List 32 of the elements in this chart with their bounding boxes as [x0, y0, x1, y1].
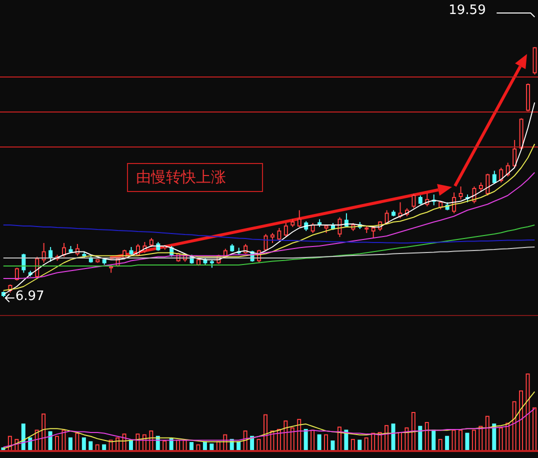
bar [310, 430, 315, 452]
bar [68, 437, 72, 452]
bar [364, 437, 368, 452]
bar [526, 374, 530, 452]
annotation: 6.97 [15, 289, 44, 304]
bar [290, 427, 294, 452]
annotation: 由慢转快上涨 [127, 163, 263, 192]
bar [358, 440, 362, 452]
text: 19.59 [448, 3, 486, 18]
bar [304, 428, 308, 452]
bar [472, 430, 476, 452]
bar [432, 430, 436, 452]
bar [324, 434, 328, 452]
bar [498, 427, 503, 452]
bar [424, 422, 429, 452]
bar [465, 432, 470, 452]
bar [411, 412, 416, 452]
bar [485, 416, 490, 452]
bar [418, 426, 422, 452]
bar [512, 401, 516, 452]
bar [391, 424, 396, 452]
bar [42, 414, 46, 452]
bar [75, 432, 80, 452]
bar [55, 436, 60, 452]
bar [519, 390, 524, 452]
bar [445, 436, 450, 452]
bar [317, 434, 322, 452]
bar [82, 437, 86, 452]
bar [452, 430, 456, 452]
bar [263, 414, 268, 452]
bar [458, 430, 463, 452]
bar [297, 418, 302, 452]
